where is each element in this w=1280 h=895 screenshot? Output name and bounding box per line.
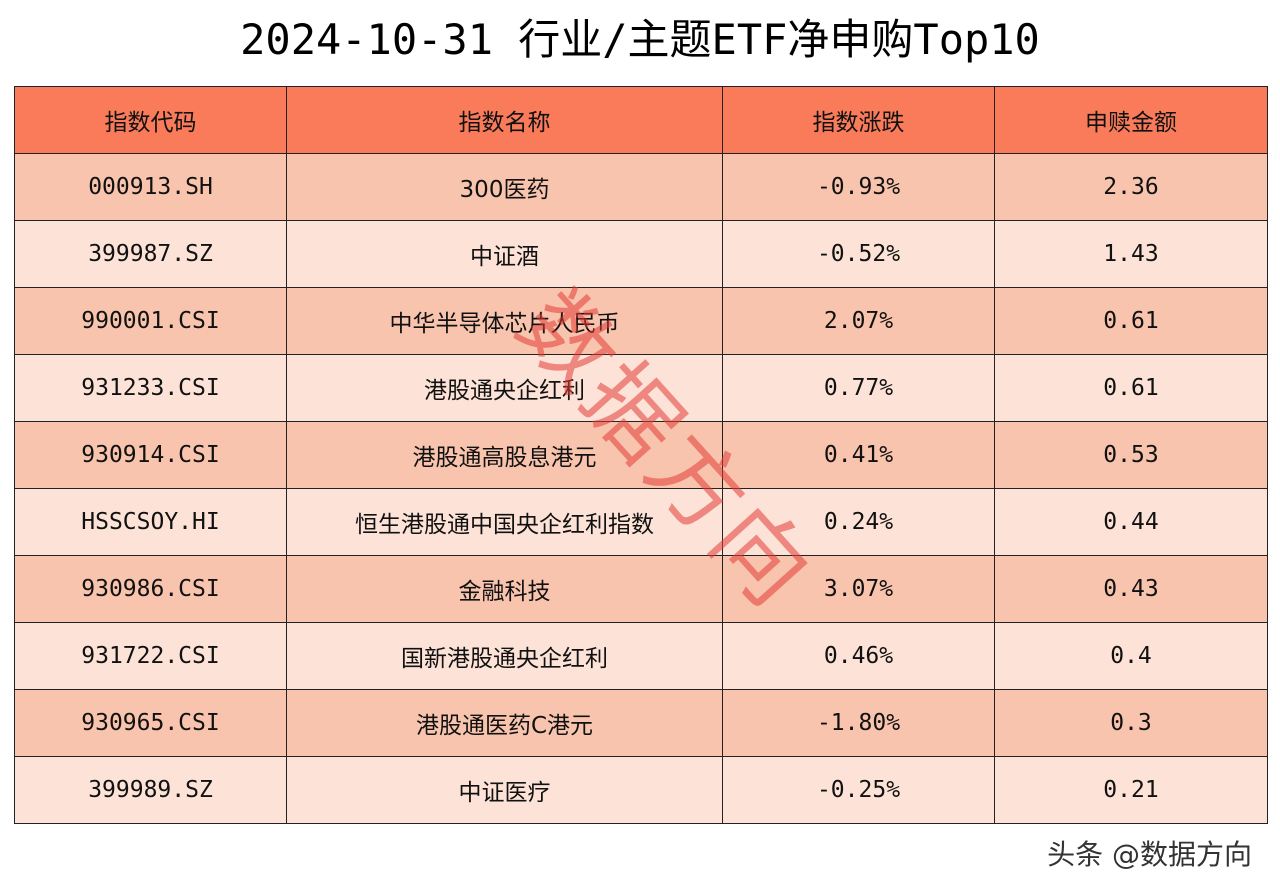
table-row: 930914.CSI 港股通高股息港元 0.41% 0.53 <box>14 421 1268 489</box>
table-row: 990001.CSI 中华半导体芯片人民币 2.07% 0.61 <box>14 287 1268 355</box>
amount-cell: 0.61 <box>994 354 1268 422</box>
amount-cell: 0.3 <box>994 689 1268 757</box>
amount-cell: 0.44 <box>994 488 1268 556</box>
amount-cell: 2.36 <box>994 153 1268 221</box>
index-name-cell: 300医药 <box>286 153 723 221</box>
index-name-cell: 港股通医药C港元 <box>286 689 723 757</box>
index-code-cell: 399989.SZ <box>14 756 287 824</box>
index-code-cell: 000913.SH <box>14 153 287 221</box>
table-row: 000913.SH 300医药 -0.93% 2.36 <box>14 153 1268 221</box>
index-code-cell: 930914.CSI <box>14 421 287 489</box>
index-name-cell: 中证医疗 <box>286 756 723 824</box>
table-row: 399987.SZ 中证酒 -0.52% 1.43 <box>14 220 1268 288</box>
index-change-cell: 0.46% <box>722 622 995 690</box>
amount-cell: 0.53 <box>994 421 1268 489</box>
index-change-cell: -0.52% <box>722 220 995 288</box>
table-row: 931722.CSI 国新港股通央企红利 0.46% 0.4 <box>14 622 1268 690</box>
table-row: 930986.CSI 金融科技 3.07% 0.43 <box>14 555 1268 623</box>
index-code-cell: 930986.CSI <box>14 555 287 623</box>
index-name-cell: 金融科技 <box>286 555 723 623</box>
table-body: 000913.SH 300医药 -0.93% 2.36 399987.SZ 中证酒 -0.5… <box>14 153 1268 824</box>
index-change-cell: 3.07% <box>722 555 995 623</box>
index-change-cell: -0.25% <box>722 756 995 824</box>
table-header-row: 指数代码 指数名称 指数涨跌 申赎金额 <box>14 86 1268 154</box>
amount-cell: 0.4 <box>994 622 1268 690</box>
column-header-amount: 申赎金额 <box>994 86 1268 154</box>
table-row: 399989.SZ 中证医疗 -0.25% 0.21 <box>14 756 1268 824</box>
index-name-cell: 中证酒 <box>286 220 723 288</box>
table-row: HSSCSOY.HI 恒生港股通中国央企红利指数 0.24% 0.44 <box>14 488 1268 556</box>
index-code-cell: 931233.CSI <box>14 354 287 422</box>
index-name-cell: 国新港股通央企红利 <box>286 622 723 690</box>
index-name-cell: 恒生港股通中国央企红利指数 <box>286 488 723 556</box>
column-header-change: 指数涨跌 <box>722 86 995 154</box>
index-change-cell: 2.07% <box>722 287 995 355</box>
index-code-cell: 399987.SZ <box>14 220 287 288</box>
index-change-cell: 0.24% <box>722 488 995 556</box>
amount-cell: 0.43 <box>994 555 1268 623</box>
table-row: 931233.CSI 港股通央企红利 0.77% 0.61 <box>14 354 1268 422</box>
index-code-cell: 930965.CSI <box>14 689 287 757</box>
chart-title: 2024-10-31 行业/主题ETF净申购Top10 <box>240 15 1040 64</box>
index-change-cell: 0.41% <box>722 421 995 489</box>
index-change-cell: 0.77% <box>722 354 995 422</box>
table-row: 930965.CSI 港股通医药C港元 -1.80% 0.3 <box>14 689 1268 757</box>
index-name-cell: 中华半导体芯片人民币 <box>286 287 723 355</box>
index-code-cell: 990001.CSI <box>14 287 287 355</box>
amount-cell: 0.61 <box>994 287 1268 355</box>
index-change-cell: -1.80% <box>722 689 995 757</box>
index-code-cell: 931722.CSI <box>14 622 287 690</box>
index-change-cell: -0.93% <box>722 153 995 221</box>
index-code-cell: HSSCSOY.HI <box>14 488 287 556</box>
amount-cell: 0.21 <box>994 756 1268 824</box>
column-header-code: 指数代码 <box>14 86 287 154</box>
index-name-cell: 港股通央企红利 <box>286 354 723 422</box>
column-header-name: 指数名称 <box>286 86 723 154</box>
credit-text: 头条 @数据方向 <box>1047 838 1252 871</box>
index-name-cell: 港股通高股息港元 <box>286 421 723 489</box>
etf-table: 指数代码 指数名称 指数涨跌 申赎金额 000913.SH 300医药 -0.93%… <box>14 86 1268 824</box>
amount-cell: 1.43 <box>994 220 1268 288</box>
